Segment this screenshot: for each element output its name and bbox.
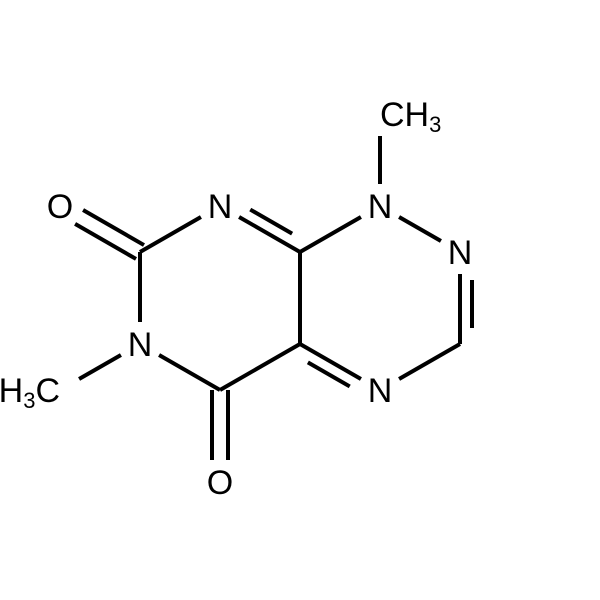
atom-label: N (208, 188, 233, 226)
bond (75, 224, 136, 259)
labels-layer: NNNNNOOH3CCH3 (0, 95, 473, 502)
bond (399, 344, 460, 379)
bond (220, 344, 300, 390)
atom-label: N (368, 188, 393, 226)
bond (79, 355, 121, 379)
bond (399, 217, 441, 241)
atom-label: N (128, 326, 153, 364)
atom-label: O (207, 464, 233, 502)
bond (140, 217, 201, 252)
chemical-structure: NNNNNOOH3CCH3 (0, 0, 600, 600)
atom-label: O (47, 188, 73, 226)
bond (83, 210, 144, 245)
atom-label: N (448, 234, 473, 272)
bond (250, 210, 292, 234)
bond (308, 362, 350, 386)
bond (159, 355, 220, 390)
atom-label: N (368, 372, 393, 410)
bond (300, 217, 361, 252)
bonds-layer (75, 136, 472, 460)
